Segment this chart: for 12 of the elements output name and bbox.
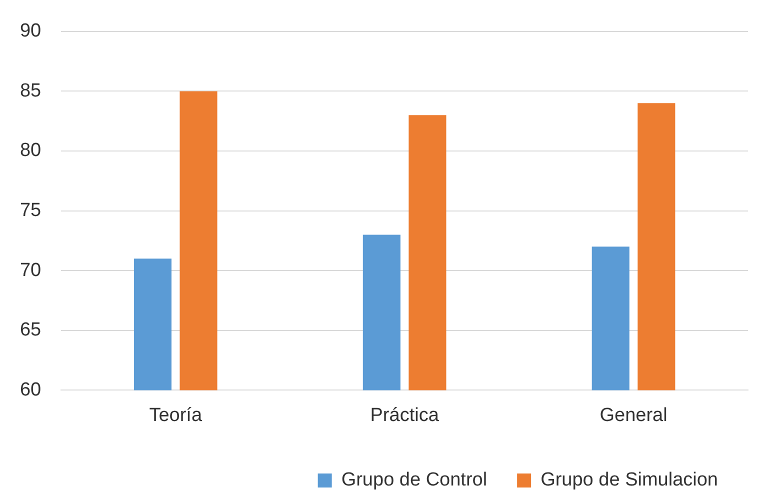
legend-label: Grupo de Simulacion: [540, 470, 718, 491]
y-tick-label: 90: [20, 20, 42, 42]
y-tick-label: 85: [20, 80, 42, 102]
y-tick-label: 70: [20, 260, 42, 281]
y-tick-label: 80: [20, 140, 42, 162]
y-tick-label: 65: [20, 320, 42, 341]
x-tick-label: General: [600, 404, 668, 426]
legend-label: Grupo de Control: [341, 470, 488, 491]
x-tick-label: Práctica: [370, 404, 440, 426]
y-tick-label: 60: [20, 379, 42, 400]
y-tick-label: 75: [20, 200, 42, 222]
x-tick-label: Teoría: [149, 404, 202, 426]
